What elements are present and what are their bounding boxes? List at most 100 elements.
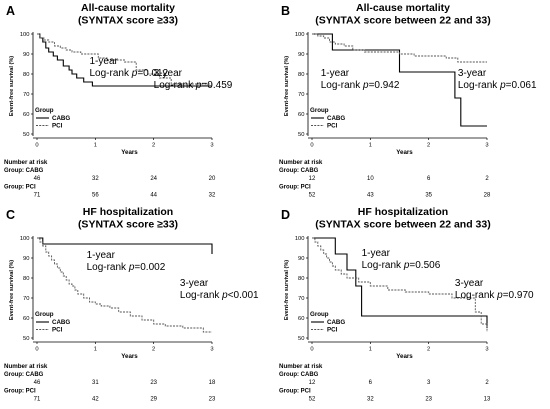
risk-table-group-label: Group: PCI [4, 185, 36, 191]
x-axis-label: Years [396, 149, 413, 156]
log-rank-annotation: Log-rank p=0.506 [362, 260, 441, 271]
log-rank-annotation: Log-rank p=0.002 [87, 262, 166, 273]
x-tick-label: 2 [152, 347, 155, 353]
log-rank-annotation: 3-year [458, 68, 487, 79]
y-tick-label: 70 [23, 296, 29, 302]
x-axis-label: Years [121, 149, 138, 156]
risk-table-value: 12 [309, 176, 316, 182]
series-line-pci [312, 33, 487, 63]
y-tick-label: 60 [23, 112, 29, 118]
legend-label: PCI [327, 327, 338, 334]
log-rank-annotation: Log-rank p=0.942 [321, 80, 400, 91]
series-line-cabg [312, 237, 488, 328]
x-tick-label: 3 [485, 347, 488, 353]
risk-table-value: 20 [209, 176, 216, 182]
x-tick-label: 2 [427, 347, 430, 353]
risk-table-value: 32 [209, 193, 216, 199]
log-rank-annotation: 1-year [321, 68, 350, 79]
x-tick-label: 0 [310, 347, 313, 353]
panel-D: D HF hospitalization(SYNTAX score between… [279, 206, 534, 403]
y-tick-label: 90 [23, 256, 29, 262]
risk-table-header: Number at risk [4, 363, 48, 370]
y-tick-label: 100 [20, 32, 30, 38]
log-rank-annotation: 3-year [154, 68, 183, 79]
risk-table-value: 32 [92, 176, 99, 182]
x-tick-label: 1 [369, 143, 372, 149]
risk-table-value: 23 [150, 380, 157, 386]
risk-table-group-label: Group: PCI [279, 185, 311, 191]
y-tick-label: 60 [298, 316, 304, 322]
x-tick-label: 1 [94, 347, 97, 353]
risk-table-value: 23 [209, 397, 216, 403]
risk-table-group-label: Group: PCI [279, 389, 311, 395]
x-tick-label: 2 [152, 143, 155, 149]
x-tick-label: 3 [485, 143, 488, 149]
chart-title: (SYNTAX score ≥33) [78, 219, 178, 231]
log-rank-annotation: 1-year [87, 250, 116, 261]
y-tick-label: 50 [298, 336, 304, 342]
y-tick-label: 50 [23, 132, 29, 138]
series-line-pci [312, 237, 488, 332]
risk-table-group-label: Group: CABG [4, 372, 44, 378]
log-rank-annotation: 3-year [180, 278, 209, 289]
y-tick-label: 60 [23, 316, 29, 322]
x-tick-label: 3 [210, 143, 213, 149]
risk-table-value: 31 [92, 380, 99, 386]
y-tick-label: 50 [298, 132, 304, 138]
log-rank-annotation: Log-rank p=0.459 [154, 80, 233, 91]
risk-table-value: 46 [34, 380, 41, 386]
log-rank-annotation: Log-rank p<0.001 [180, 290, 259, 301]
legend-title: Group [310, 311, 329, 318]
y-axis-label: Event-free survival (%) [284, 260, 290, 320]
risk-table-value: 35 [425, 193, 432, 199]
risk-table-value: 46 [34, 176, 41, 182]
risk-table-value: 32 [367, 397, 374, 403]
risk-table-value: 44 [150, 193, 157, 199]
y-tick-label: 100 [295, 32, 305, 38]
log-rank-annotation: 1-year [90, 56, 119, 67]
legend-label: CABG [52, 115, 70, 122]
chart-title: (SYNTAX score between 22 and 33) [315, 219, 490, 231]
chart-title: (SYNTAX score between 22 and 33) [315, 15, 490, 27]
y-tick-label: 90 [23, 52, 29, 58]
y-tick-label: 100 [20, 236, 30, 242]
series-line-cabg [37, 237, 213, 254]
risk-table-group-label: Group: CABG [4, 168, 44, 174]
y-tick-label: 80 [298, 276, 304, 282]
x-tick-label: 0 [35, 347, 38, 353]
risk-table-value: 52 [309, 397, 316, 403]
x-axis-label: Years [121, 353, 138, 360]
y-tick-label: 70 [298, 296, 304, 302]
chart-title: HF hospitalization [358, 206, 448, 218]
x-tick-label: 3 [210, 347, 213, 353]
risk-table-value: 28 [484, 193, 491, 199]
y-tick-label: 80 [23, 276, 29, 282]
y-tick-label: 70 [298, 92, 304, 98]
risk-table-group-label: Group: PCI [4, 389, 36, 395]
panel-letter: A [6, 4, 15, 18]
risk-table-value: 23 [425, 397, 432, 403]
risk-table-value: 71 [34, 193, 41, 199]
risk-table-value: 56 [92, 193, 99, 199]
x-tick-label: 0 [310, 143, 313, 149]
y-axis-label: Event-free survival (%) [9, 260, 15, 320]
x-axis-label: Years [396, 353, 413, 360]
log-rank-annotation: Log-rank p=0.970 [455, 290, 534, 301]
legend-label: PCI [52, 327, 63, 334]
chart-title: All-cause mortality [81, 2, 175, 14]
x-tick-label: 2 [427, 143, 430, 149]
risk-table-group-label: Group: CABG [279, 372, 319, 378]
log-rank-annotation: 3-year [455, 278, 484, 289]
risk-table-header: Number at risk [279, 159, 323, 166]
risk-table-value: 2 [485, 176, 489, 182]
legend-title: Group [35, 311, 54, 318]
risk-table-header: Number at risk [279, 363, 323, 370]
log-rank-annotation: Log-rank p=0.061 [458, 80, 537, 91]
risk-table-value: 43 [367, 193, 374, 199]
risk-table-value: 29 [150, 397, 157, 403]
risk-table-value: 3 [427, 380, 431, 386]
chart-title: HF hospitalization [83, 206, 173, 218]
panel-letter: C [6, 208, 15, 222]
y-tick-label: 100 [295, 236, 305, 242]
